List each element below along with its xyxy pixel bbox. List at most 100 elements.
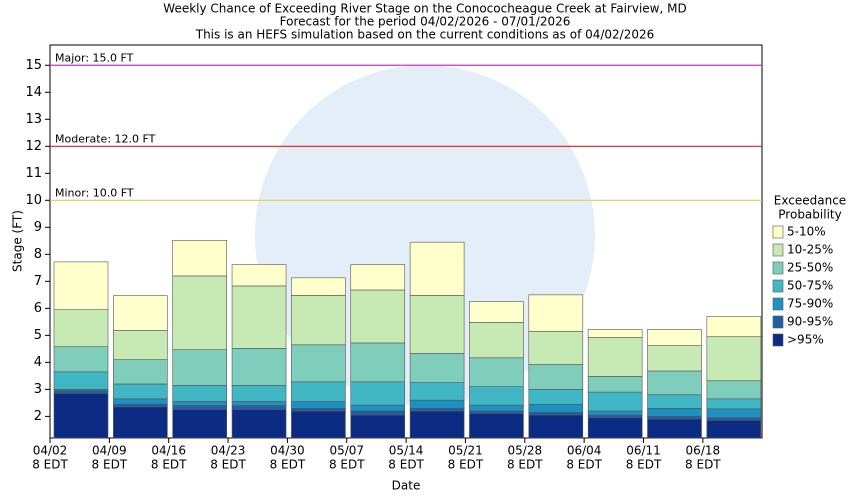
legend-title: Exceedance [774,194,846,208]
legend-swatch [772,315,784,329]
x-axis-label: Date [392,479,421,493]
title: Weekly Chance of Exceeding River Stage o… [163,2,686,16]
legend-swatch [772,225,784,239]
legend-swatch [772,261,784,275]
bar-segment [706,420,762,439]
bar-segment [231,285,287,349]
x-tick-label: 04/30 [270,444,305,458]
bar-segment [587,329,643,338]
bar-segment [291,407,346,412]
bar-segment [647,407,702,417]
bar-segment [706,380,762,400]
bar-segment [53,309,109,348]
bar-segment [113,383,168,400]
y-tick-label: 6 [34,301,42,316]
bar-segment [53,390,109,394]
bar-segment [291,277,346,296]
x-tick-sublabel: 8 EDT [448,458,484,472]
bar-segment [113,403,168,408]
x-tick-sublabel: 8 EDT [329,458,365,472]
subtitle: This is an HEFS simulation based on the … [195,28,655,42]
bar-segment [706,316,762,338]
x-tick-label: 05/14 [389,444,424,458]
bar-segment [647,418,702,439]
x-tick-sublabel: 8 EDT [685,458,721,472]
bar-segment [647,416,702,420]
bar-segment [172,349,227,386]
x-tick-sublabel: 8 EDT [388,458,424,472]
bar-segment [350,404,406,412]
bar-segment [528,414,584,439]
x-tick-sublabel: 8 EDT [92,458,128,472]
bar-segment [113,398,168,405]
bar-segment [291,401,346,409]
bar-segment [291,381,346,402]
y-tick-label: 11 [25,166,42,181]
bar-segment [172,275,227,350]
bar-segment [706,336,762,382]
bar-segment [647,345,702,372]
legend-title: Probability [778,208,841,222]
x-tick-label: 05/07 [329,444,364,458]
x-tick-label: 05/21 [448,444,483,458]
y-tick-label: 12 [25,139,42,154]
bar-segment [706,408,762,419]
bar-segment [587,391,643,412]
y-tick-label: 10 [25,193,42,208]
legend-label: 10-25% [787,243,833,257]
legend-swatch [772,297,784,311]
x-tick-label: 04/16 [151,444,186,458]
bar-segment [469,404,524,412]
bar-segment [350,410,406,416]
y-tick-label: 2 [34,409,42,424]
bar-segment [350,289,406,344]
bar-segment [528,331,584,365]
bar-segment [469,413,524,439]
bar-segment [113,359,168,385]
legend-label: >95% [787,333,824,347]
bar-segment [587,410,643,416]
threshold-label: Major: 15.0 FT [55,51,134,64]
y-tick-label: 14 [25,85,42,100]
y-axis-label: Stage (FT) [11,210,25,272]
x-tick-sublabel: 8 EDT [626,458,662,472]
bar-segment [172,401,227,406]
bar-segment [409,399,465,409]
bar-segment [350,342,406,383]
bar-segment [231,401,287,406]
bar-segment [350,381,406,406]
bar-segment [231,348,287,386]
x-tick-label: 06/04 [567,444,602,458]
bar-segment [113,406,168,439]
bar-segment [231,264,287,287]
bar-segment [469,322,524,359]
x-tick-label: 04/23 [211,444,246,458]
bar-segment [231,409,287,439]
bar-segment [172,409,227,439]
bar-segment [231,405,287,410]
bar-segment [528,403,584,413]
legend-label: 5-10% [787,225,826,239]
bar-segment [647,394,702,409]
bar-segment [113,295,168,331]
y-tick-label: 3 [34,382,42,397]
x-tick-sublabel: 8 EDT [270,458,306,472]
x-tick-sublabel: 8 EDT [210,458,246,472]
bar-segment [528,294,584,332]
bar-segment [350,264,406,291]
x-tick-label: 04/02 [33,444,68,458]
x-tick-sublabel: 8 EDT [32,458,68,472]
y-tick-label: 8 [34,247,42,262]
bar-segment [53,261,109,311]
y-tick-label: 9 [34,220,42,235]
x-tick-sublabel: 8 EDT [566,458,602,472]
legend-label: 90-95% [787,315,833,329]
bar-segment [587,417,643,439]
bar-segment [231,385,287,402]
x-tick-label: 05/28 [508,444,543,458]
legend-swatch [772,279,784,293]
bar-segment [172,405,227,410]
bar-segment [469,410,524,414]
bar-segment [409,241,465,296]
x-tick-sublabel: 8 EDT [507,458,543,472]
